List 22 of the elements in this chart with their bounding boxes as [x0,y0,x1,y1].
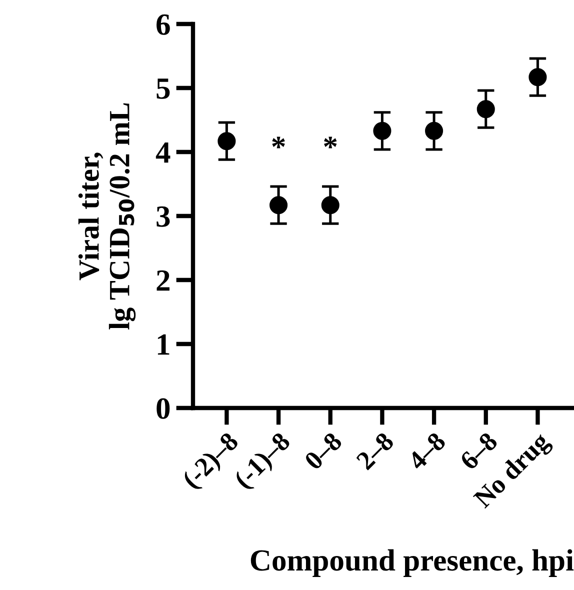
y-axis-title: Viral titer, lg TCID$_{50}$/0.2 mL [78,103,136,330]
point [321,196,340,214]
y-tick-label: 2 [156,270,170,291]
x-tick-label: 0–8 [304,431,343,471]
annotation: * [324,136,337,148]
y-tick-label: 6 [156,14,170,35]
annotation: * [272,136,285,148]
point [476,100,495,118]
point [425,122,444,140]
point [373,122,392,140]
x-tick-label: 2–8 [356,431,395,471]
y-tick-label: 0 [156,398,170,419]
x-tick-label: 6–8 [459,431,498,471]
y-tick-label: 1 [158,334,170,355]
y-tick-label: 3 [156,206,170,227]
point [528,68,547,86]
x-tick-label: 4–8 [406,431,447,472]
y-tick-label: 4 [156,142,170,163]
y-tick-label: 5 [156,78,170,99]
x-axis-title: Compound presence, hpi [250,549,574,577]
point [218,132,236,150]
point [270,196,288,214]
